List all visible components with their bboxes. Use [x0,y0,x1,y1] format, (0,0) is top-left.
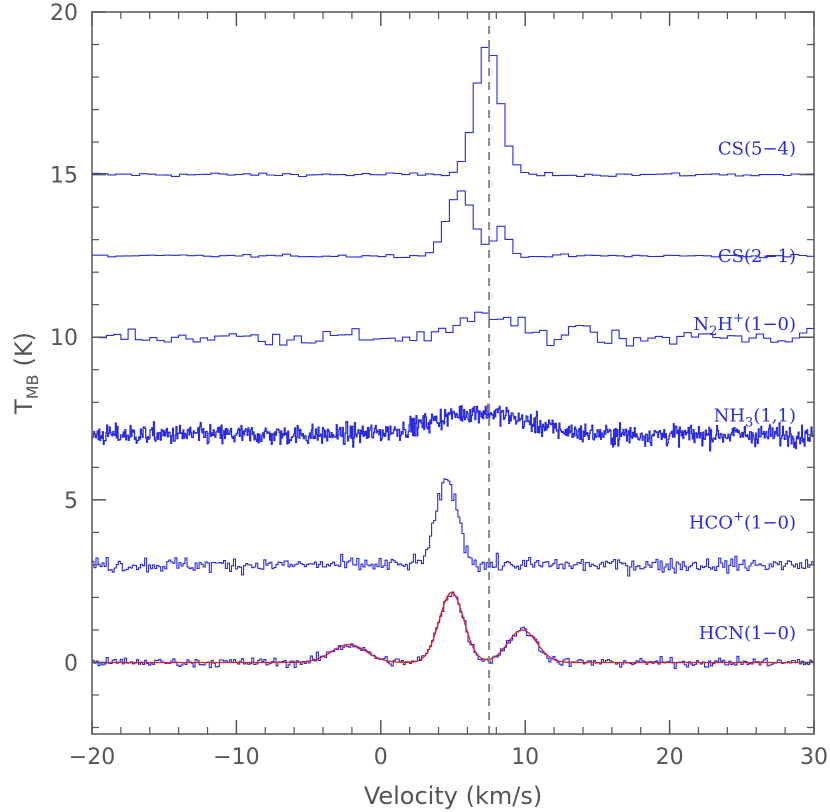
spectra-layer [92,46,815,670]
series-label-name-main: NH [714,405,745,426]
series-label-name-main: N [693,314,709,335]
x-tick-label: 10 [511,745,539,770]
x-tick-label: 30 [800,745,828,770]
y-axis-label: TMB (K) [10,332,42,415]
series-label: HCO+(1−0) [689,510,796,534]
x-tick-label: −20 [69,745,115,770]
x-tick-label: −10 [213,745,259,770]
series-label: NH3(1,1) [714,405,796,430]
series-label-name-sub: 2 [709,324,717,339]
series-label-name-sup: + [733,510,744,525]
y-tick-label: 0 [64,651,78,676]
series-label-name-tail: (1−0) [744,513,796,534]
series-label: N2H+(1−0) [693,311,796,339]
series-label-name-main: HCO [689,513,733,534]
series-labels-layer: CS(5−4)CS(2−1)N2H+(1−0)NH3(1,1)HCO+(1−0)… [689,139,796,645]
y-axis-label-unit: (K) [10,332,38,366]
y-tick-label: 15 [50,164,78,189]
y-tick-label: 5 [64,489,78,514]
spectrum-trace [92,311,814,347]
y-axis-label-main: T [10,399,38,415]
series-label-name-sub: 3 [745,415,753,430]
series-label-name-main: HCN(1−0) [699,623,796,644]
series-label-name-mid: H [717,314,733,335]
plot-frame [91,11,815,735]
spectrum-trace [92,190,814,259]
series-label-name-main: CS(2−1) [718,246,796,267]
y-tick-label: 10 [50,326,78,351]
x-tick-label: 20 [656,745,684,770]
spectrum-trace [92,478,815,577]
y-axis-label-sub: MB [23,375,42,400]
series-label-name-tail: (1,1) [753,405,796,426]
spectrum-trace [92,46,814,178]
x-axis-label: Velocity (km/s) [364,782,542,810]
ticks-layer: −20 −10 0 10 20 30 0 5 10 15 20 [50,1,828,770]
series-label-name-tail: (1−0) [744,314,796,335]
series-label-name-main: CS(5−4) [718,139,796,160]
spectrum-trace [92,403,814,452]
x-tick-label: 0 [374,745,388,770]
series-label: HCN(1−0) [699,623,796,644]
series-label-name-sup: + [733,311,744,326]
series-label: CS(2−1) [718,246,796,267]
gaussian-fit-curve [92,591,813,664]
series-label: CS(5−4) [718,139,796,160]
y-tick-label: 20 [50,1,78,26]
